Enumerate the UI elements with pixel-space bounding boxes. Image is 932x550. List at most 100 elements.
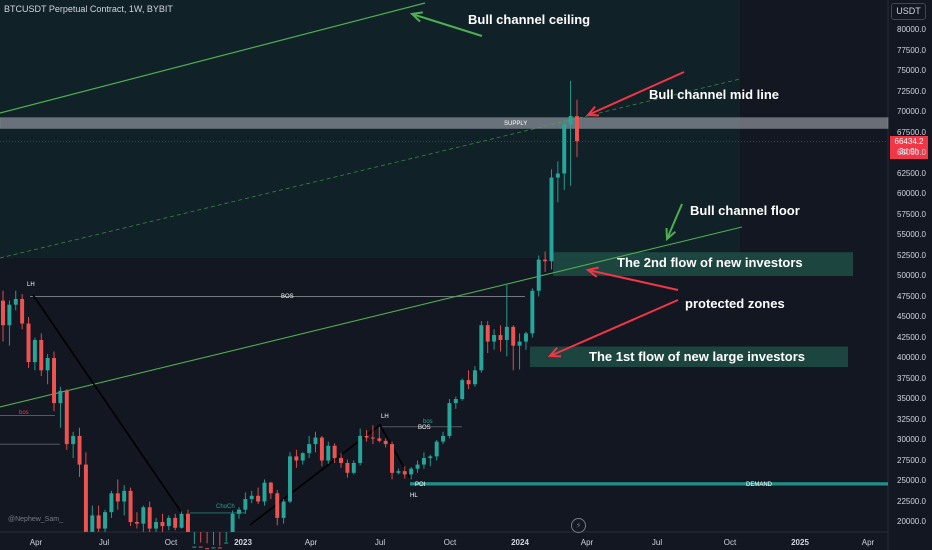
candle-body [134,522,139,524]
arrow-ceiling-head [409,11,424,23]
candle [453,396,458,409]
currency-button[interactable]: USDT [891,3,926,20]
time-tick-label: Oct [164,538,178,547]
candle-body [568,116,573,125]
channel-shade [0,0,740,258]
zone2-box [553,252,853,276]
candle [192,532,197,548]
candle [511,325,516,371]
candle [160,513,165,532]
candle [134,512,139,529]
candle [326,441,331,464]
candle-body [275,493,280,518]
candle-body [364,435,369,438]
candle-body [524,333,528,342]
candle [83,452,88,532]
candle-body [294,456,299,461]
candle [96,505,101,532]
candle-body [345,462,350,473]
candle [428,454,433,467]
candle-body [549,177,554,262]
candle [504,285,509,357]
candle-body [77,435,82,465]
time-tick-label: 2023 [234,538,252,547]
candle [147,501,152,532]
candle [211,532,216,549]
price-tick-label: 35000.0 [897,394,926,403]
price-tick-label: 55000.0 [897,230,926,239]
candle [205,532,210,550]
arrow-floor-head [665,227,676,242]
time-tick-label: Jul [98,538,110,547]
candle-body [460,380,465,399]
candle-body [536,259,541,291]
candle [396,468,401,475]
candle-body [32,339,37,363]
candle [268,481,273,500]
candle [345,459,350,478]
candle-body [358,435,363,463]
candle-body [466,380,471,385]
candle-body [351,462,356,473]
candle-body [555,173,560,178]
annotation-zone2: The 2nd flow of new investors [617,255,803,270]
candle-body [370,437,375,439]
candle [128,487,133,527]
candle [364,430,369,442]
channel-ceiling-line [0,2,426,114]
author-watermark: @Nephew_Sam_ [8,516,63,523]
bos-main-label: BOS [281,294,294,300]
price-tick-label: 27500.0 [897,455,926,465]
price-tick-label: 70000.0 [897,107,926,116]
candle [479,321,484,373]
arrow-zone2-head [585,266,599,278]
candle-body [504,326,509,340]
candle [185,509,190,532]
annotation-zone1: The 1st flow of new large investors [589,349,805,364]
candle-body [511,326,516,346]
zone1-box [530,346,848,368]
time-tick-label: Apr [580,538,594,547]
candle [281,499,286,524]
candle-body [103,512,108,529]
candle [154,517,159,532]
arrow-mid [587,71,685,116]
candle-body [122,490,127,502]
lines-layer [0,2,888,526]
price-tick-label: 42500.0 [897,332,926,342]
candle-body [485,325,490,342]
candle-body [396,471,401,473]
candle-body [217,547,222,549]
candle-body [83,464,88,532]
candle [562,120,567,190]
candle [198,532,203,548]
candle [307,435,312,459]
candle-body [185,513,190,532]
time-tick-label: Jul [374,538,386,547]
candle-body [332,445,337,459]
last-price: 66434.2 [894,137,924,146]
arrow-mid-head [585,105,600,117]
candle [45,353,50,385]
price-tick-label: 57500.0 [897,209,926,219]
candle-body [249,495,254,500]
candle [109,490,114,518]
candle [351,460,356,475]
candle [524,331,528,350]
candle-body [575,116,579,142]
candle-body [319,437,324,461]
candle [58,386,63,428]
annotation-ceiling: Bull channel ceiling [468,12,591,27]
price-tick-label: 50000.0 [897,271,926,280]
candle [498,325,503,352]
candle [390,441,395,480]
candle [288,452,292,504]
candle-body [90,515,95,532]
candle [575,99,579,158]
candle-body [147,507,152,529]
candle-body [173,517,178,528]
lightning-icon[interactable]: ⚡ [571,518,586,533]
poi-label: POI [415,482,426,488]
